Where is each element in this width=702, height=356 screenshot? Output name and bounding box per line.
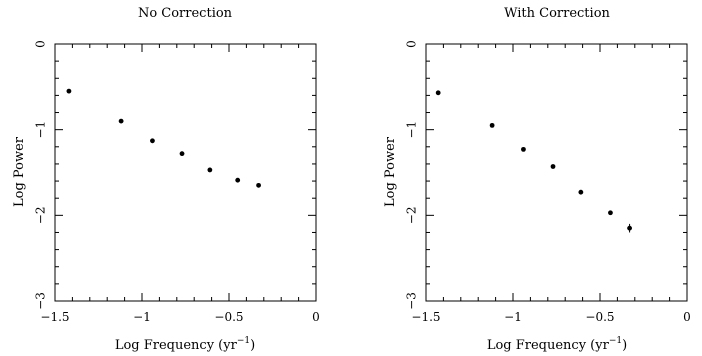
- y-tick-label: −1: [405, 121, 419, 139]
- y-tick-label: 0: [405, 40, 419, 48]
- data-point: [627, 225, 632, 231]
- data-point: [150, 138, 155, 144]
- data-point: [235, 177, 241, 183]
- data-point: [578, 189, 584, 195]
- x-tick-label: −1: [133, 310, 151, 324]
- data-point: [521, 146, 526, 152]
- panel-no-correction: No Correction −1.5 −1 −0.5 0 −3 −2 −1 0 Log Po…: [12, 6, 320, 353]
- data-point: [179, 151, 185, 157]
- y-tick-label: −2: [405, 206, 419, 224]
- x-tick-label: −0.5: [585, 310, 614, 324]
- y-tick-label: −3: [405, 292, 419, 310]
- y-axis-label: Log Power: [12, 136, 27, 207]
- x-tick-label: −1.5: [40, 310, 69, 324]
- y-tick-label: −1: [34, 121, 48, 139]
- x-tick-label: 0: [312, 310, 320, 324]
- data-point: [550, 164, 556, 169]
- y-tick-label: −2: [34, 206, 48, 224]
- x-tick-label: 0: [683, 310, 691, 324]
- x-tick-label: −1: [504, 310, 522, 324]
- plot-frame: [425, 43, 688, 302]
- x-axis-label: Log Frequency (yr−1): [115, 336, 255, 353]
- data-point: [256, 182, 261, 188]
- x-axis-label: Log Frequency (yr−1): [487, 336, 627, 353]
- data-point: [489, 122, 495, 128]
- panel-title: No Correction: [138, 6, 233, 21]
- y-tick-label: 0: [34, 40, 48, 48]
- data-point: [435, 90, 441, 96]
- panel-with-correction: With Correction −1.5 −1 −0.5 0 −3 −2 −1 0 Log …: [383, 6, 691, 353]
- plot-frame: [54, 43, 317, 302]
- panel-title: With Correction: [504, 6, 610, 21]
- data-point: [207, 167, 213, 173]
- y-axis-label: Log Power: [383, 136, 398, 207]
- data-point: [118, 118, 124, 124]
- data-point: [66, 88, 72, 94]
- x-tick-label: −1.5: [411, 310, 440, 324]
- x-tick-label: −0.5: [214, 310, 243, 324]
- y-tick-label: −3: [34, 292, 48, 310]
- data-point: [608, 210, 613, 216]
